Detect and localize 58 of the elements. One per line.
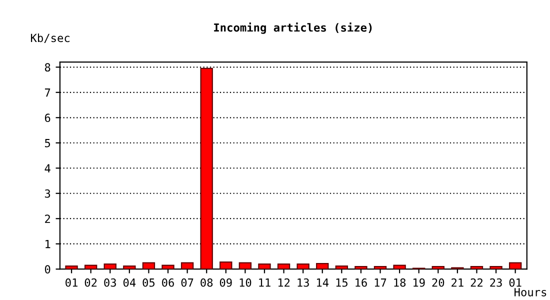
x-tick-label: 10 [240, 278, 252, 287]
y-tick-label: 8 [44, 63, 50, 72]
x-axis-title: Hours [514, 288, 546, 296]
bar [335, 266, 348, 270]
bar [142, 262, 156, 270]
y-tick-label: 4 [44, 164, 50, 172]
x-tick-label: 22 [470, 278, 482, 287]
x-tick-label: 15 [336, 278, 348, 287]
x-tick-label: 13 [298, 278, 309, 287]
bar [508, 262, 522, 270]
x-tick-label: 12 [278, 278, 290, 287]
bar [220, 261, 232, 270]
bar [238, 262, 252, 270]
x-tick-label: 17 [374, 278, 386, 287]
bar [180, 262, 194, 270]
x-tick-label: 11 [259, 278, 270, 287]
bar [432, 266, 444, 270]
x-tick-label: 01 [509, 278, 522, 287]
x-tick-label: 05 [142, 278, 155, 287]
bar [393, 264, 406, 270]
y-tick-label: 3 [44, 189, 50, 198]
y-tick-label: 0 [44, 265, 50, 274]
x-tick-label: 20 [432, 278, 444, 287]
chart-title: Incoming articles (size) [214, 22, 372, 34]
x-tick-label: 23 [490, 278, 502, 287]
y-tick-label: 7 [44, 88, 50, 97]
x-tick-label: 19 [413, 278, 425, 287]
x-tick-label: 18 [394, 278, 406, 287]
y-tick-label: 2 [45, 214, 50, 223]
x-tick-label: 21 [452, 278, 464, 287]
y-tick-label: 1 [46, 240, 50, 248]
y-tick-label: 5 [45, 139, 50, 148]
bar [123, 266, 136, 270]
bar [354, 266, 368, 270]
x-tick-label: 07 [181, 278, 194, 287]
x-tick-label: 04 [123, 278, 136, 287]
bar [258, 263, 271, 270]
x-tick-label: 01 [66, 278, 78, 287]
bar [490, 266, 502, 270]
x-tick-label: 09 [220, 278, 232, 287]
bar [162, 264, 174, 270]
x-tick-label: 16 [356, 278, 367, 287]
bar [200, 68, 213, 270]
bar [374, 266, 387, 270]
x-tick-label: 14 [317, 278, 329, 287]
bar [277, 263, 290, 270]
bar [65, 266, 78, 270]
x-tick-label: 06 [162, 278, 174, 287]
y-tick-label: 6 [44, 114, 50, 122]
bar [296, 263, 310, 270]
bar [84, 264, 98, 270]
bar [104, 263, 116, 270]
y-axis-title: Kb/sec [30, 34, 70, 44]
x-tick-label: 02 [84, 278, 97, 287]
bar [316, 262, 329, 270]
bar [470, 266, 484, 270]
x-tick-label: 08 [200, 278, 213, 287]
x-tick-label: 03 [104, 278, 116, 287]
